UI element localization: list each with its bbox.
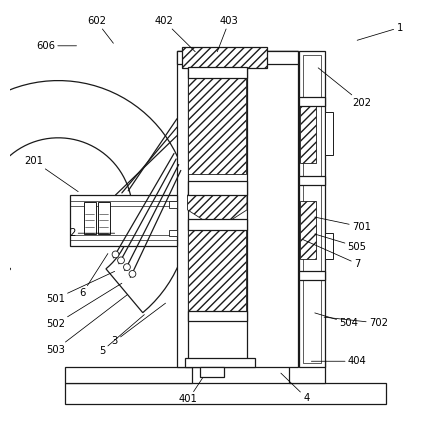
Text: 504: 504 [315,313,358,328]
Text: 503: 503 [46,295,128,355]
Polygon shape [187,195,247,229]
Text: 1: 1 [357,22,403,40]
Text: 402: 402 [155,16,195,52]
Text: 4: 4 [281,373,309,403]
Text: 701: 701 [315,217,371,232]
Text: 505: 505 [315,234,367,252]
Bar [299,201,315,259]
Bar [177,51,298,367]
Bar [98,202,110,234]
Bar [295,354,319,361]
Bar [299,176,325,185]
Text: 702: 702 [324,317,388,328]
Text: 606: 606 [36,41,77,51]
Bar [188,78,246,174]
Bar [303,55,321,363]
Circle shape [118,257,124,264]
Bar [299,51,325,367]
Bar [168,230,177,236]
Text: 502: 502 [46,283,122,329]
Text: 403: 403 [217,16,238,52]
Text: 202: 202 [318,68,371,108]
Text: 201: 201 [25,156,78,192]
Text: 602: 602 [87,16,113,43]
Bar [325,233,333,259]
Bar [65,367,192,383]
Bar [188,229,246,312]
Bar [187,219,247,230]
Circle shape [124,264,130,271]
Bar [289,360,325,383]
Bar [70,195,177,246]
Text: 2: 2 [69,228,115,238]
Bar [187,55,247,363]
Bar [84,202,97,234]
Bar [187,181,247,195]
Text: 501: 501 [46,271,115,304]
Bar [65,383,386,404]
Bar [177,51,298,64]
Text: 404: 404 [311,356,366,366]
Text: 7: 7 [303,240,360,269]
Text: 6: 6 [79,254,108,298]
Circle shape [112,251,119,258]
Bar [325,112,333,155]
Bar [200,367,224,377]
Bar [299,106,315,163]
Bar [299,271,325,280]
Text: 401: 401 [179,378,202,404]
Text: 3: 3 [112,303,166,346]
Bar [183,47,267,68]
Polygon shape [0,81,190,312]
Bar [168,201,177,208]
Text: 5: 5 [99,315,144,356]
Bar [187,67,247,78]
Bar [299,97,325,106]
Bar [187,311,247,321]
Bar [186,358,256,367]
Circle shape [129,271,136,277]
